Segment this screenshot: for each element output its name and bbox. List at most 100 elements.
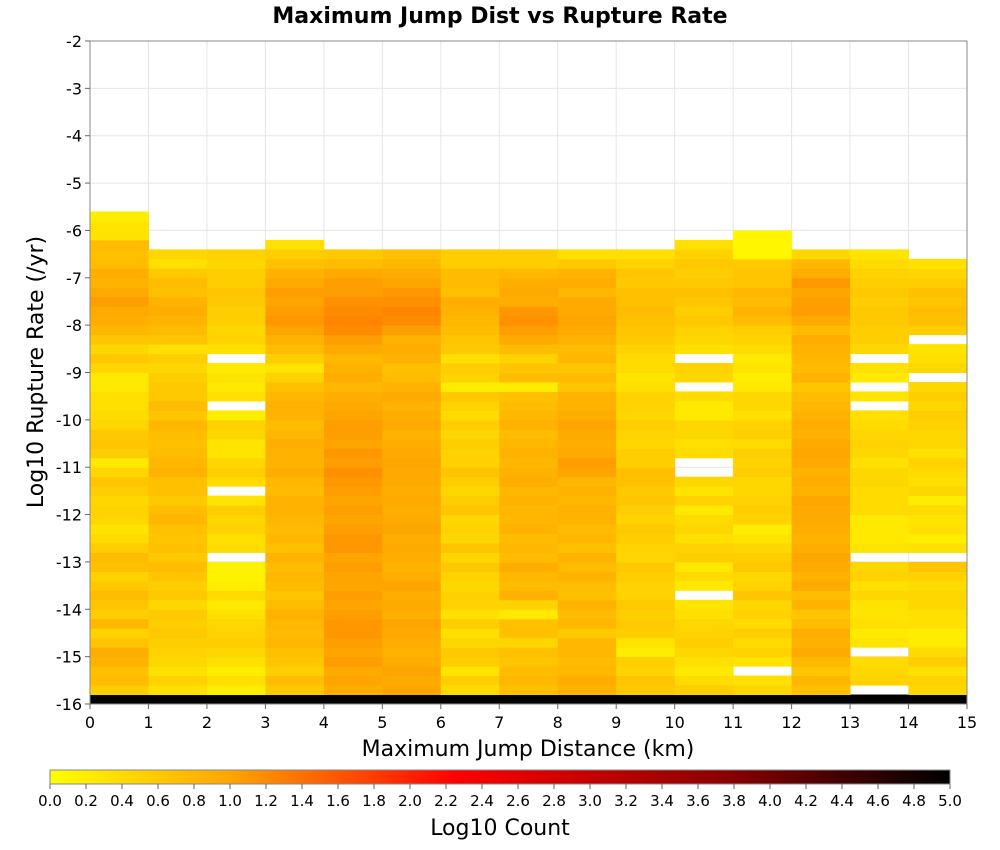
heatmap-cell (499, 656, 559, 667)
heatmap-cell (674, 533, 734, 544)
heatmap-cell (499, 476, 559, 487)
heatmap-cell (148, 647, 208, 658)
heatmap-cell (323, 306, 383, 317)
heatmap-cell (791, 344, 851, 355)
heatmap-cell (616, 277, 676, 288)
heatmap-cell (323, 429, 383, 440)
heatmap-cell (674, 647, 734, 658)
heatmap-cell (908, 495, 968, 506)
heatmap-cell (90, 211, 149, 222)
heatmap-cell (90, 372, 149, 383)
y-axis-label: Log10 Rupture Rate (/yr) (24, 236, 49, 508)
heatmap-cell (850, 524, 910, 535)
heatmap-cell (791, 268, 851, 279)
heatmap-cell (90, 561, 149, 572)
heatmap-cell (791, 258, 851, 269)
x-tick-label: 10 (664, 713, 684, 732)
heatmap-cell (674, 666, 734, 677)
heatmap-cell (90, 628, 149, 639)
heatmap-cell (850, 694, 910, 705)
heatmap-cell (733, 306, 793, 317)
colorbar-tick-label: 4.6 (866, 792, 890, 810)
heatmap-cell (265, 306, 325, 317)
heatmap-cell (382, 448, 442, 459)
heatmap-cell (557, 618, 617, 629)
heatmap-cell (206, 287, 266, 298)
heatmap-cell (148, 571, 208, 582)
heatmap-cell (557, 609, 617, 620)
heatmap-cell (90, 609, 149, 620)
heatmap-cell (616, 334, 676, 345)
heatmap-cell (616, 296, 676, 307)
heatmap-cell (440, 353, 500, 364)
colorbar-tick-label: 0.6 (146, 792, 170, 810)
heatmap-cell (148, 296, 208, 307)
heatmap-cell (148, 419, 208, 430)
heatmap-cell (90, 239, 149, 250)
heatmap-cell (616, 457, 676, 468)
heatmap-cell (908, 438, 968, 449)
heatmap-cell (265, 448, 325, 459)
y-tick-label: -10 (56, 411, 82, 430)
heatmap-cell (791, 372, 851, 383)
heatmap-cell (616, 287, 676, 298)
heatmap-cell (908, 400, 968, 411)
heatmap-cell (382, 685, 442, 696)
heatmap-cell (616, 325, 676, 336)
heatmap-cell (499, 486, 559, 497)
heatmap-cell (674, 476, 734, 487)
heatmap-cell (733, 268, 793, 279)
heatmap-cell (616, 533, 676, 544)
heatmap-cell (382, 315, 442, 326)
y-tick-label: -14 (56, 600, 82, 619)
heatmap-cell (791, 571, 851, 582)
heatmap-cell (265, 372, 325, 383)
heatmap-cell (440, 391, 500, 402)
heatmap-cell (206, 599, 266, 610)
y-tick-label: -11 (56, 458, 82, 477)
heatmap-cell (382, 429, 442, 440)
heatmap-cell (148, 505, 208, 516)
heatmap-cell (733, 609, 793, 620)
x-tick-label: 5 (377, 713, 387, 732)
heatmap-cell (674, 514, 734, 525)
heatmap-cell (850, 429, 910, 440)
heatmap-cell (382, 296, 442, 307)
heatmap-cell (323, 363, 383, 373)
heatmap-cell (908, 381, 968, 392)
heatmap-cell (265, 315, 325, 326)
heatmap-cell (557, 448, 617, 459)
heatmap-cell (616, 486, 676, 497)
heatmap-cell (908, 287, 968, 298)
x-axis-ticks: 0 1 2 3 4 5 6 7 8 9 10 11 12 13 14 15 (85, 704, 977, 732)
heatmap-cell (850, 580, 910, 591)
heatmap-cell (206, 561, 266, 572)
heatmap-cell (265, 258, 325, 269)
heatmap-cell (90, 495, 149, 506)
heatmap-cell (616, 438, 676, 449)
heatmap-cell (908, 268, 968, 279)
heatmap-cell (557, 372, 617, 383)
heatmap-cell (382, 675, 442, 686)
heatmap-cell (90, 448, 149, 459)
heatmap-cell (382, 514, 442, 525)
heatmap-cell (674, 495, 734, 506)
heatmap-cell (791, 296, 851, 307)
heatmap-cell (616, 542, 676, 553)
heatmap-cell (557, 249, 617, 260)
heatmap-cell (323, 524, 383, 535)
heatmap-cell (733, 628, 793, 639)
heatmap-cell (90, 599, 149, 610)
colorbar-tick-label: 2.4 (470, 792, 494, 810)
heatmap-cell (323, 448, 383, 459)
heatmap-cell (323, 296, 383, 307)
heatmap-cell (323, 334, 383, 345)
heatmap-cell (265, 353, 325, 364)
heatmap-cell (499, 647, 559, 658)
heatmap-cell (850, 325, 910, 336)
heatmap-cell (733, 391, 793, 402)
heatmap-cell (148, 618, 208, 629)
heatmap-cell (499, 524, 559, 535)
heatmap-cell (674, 637, 734, 648)
heatmap-cell (265, 249, 325, 260)
